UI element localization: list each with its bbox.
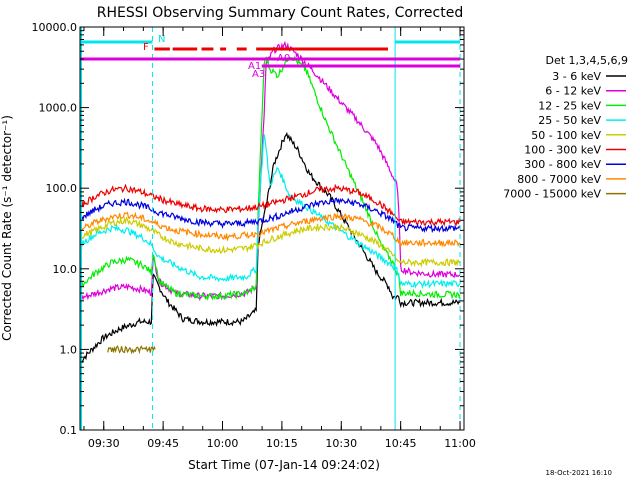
x-tick-label: 09:30 xyxy=(88,437,120,450)
series-line-7 xyxy=(80,211,461,248)
flag-label: A3 xyxy=(252,69,265,80)
series-line-0 xyxy=(80,131,461,364)
series-line-8 xyxy=(107,345,156,355)
x-tick-label: 11:00 xyxy=(444,437,476,450)
legend-label: 3 - 6 keV xyxy=(552,70,601,83)
legend-title: Det 1,3,4,5,6,9 xyxy=(545,54,628,67)
x-axis-label: Start Time (07-Jan-14 09:24:02) xyxy=(188,458,380,472)
legend-label: 7000 - 15000 keV xyxy=(503,188,601,201)
x-tick-label: 10:30 xyxy=(325,437,357,450)
x-tick-label: 09:45 xyxy=(147,437,179,450)
generated-timestamp: 18-Oct-2021 16:10 xyxy=(546,469,612,477)
series-line-3 xyxy=(80,134,461,289)
x-tick-label: 10:00 xyxy=(207,437,239,450)
y-axis-label: Corrected Count Rate (s⁻¹ detector⁻¹) xyxy=(0,115,14,341)
y-tick-label: 0.1 xyxy=(60,424,78,437)
legend-label: 25 - 50 keV xyxy=(538,114,601,127)
flag-label: A1 xyxy=(248,61,261,72)
flag-label: A0 xyxy=(277,53,290,64)
y-tick-label: 1.0 xyxy=(60,343,78,356)
x-tick-label: 10:15 xyxy=(266,437,298,450)
legend-label: 12 - 25 keV xyxy=(538,99,601,112)
series-line-5 xyxy=(80,183,461,227)
series-line-6 xyxy=(80,197,461,234)
legend-label: 800 - 7000 keV xyxy=(517,173,601,186)
y-tick-label: 1000.0 xyxy=(39,102,78,115)
y-tick-label: 100.0 xyxy=(46,182,78,195)
axes: 10000.0 1000.0 100.0 10.0 1.0 0.1 09:30 09:45 10… xyxy=(32,21,476,450)
series-line-2 xyxy=(80,55,461,302)
y-tick-label: 10.0 xyxy=(53,263,78,276)
data-lines xyxy=(80,40,461,364)
flag-label: N xyxy=(158,34,165,45)
x-tick-label: 10:45 xyxy=(385,437,417,450)
legend-label: 6 - 12 keV xyxy=(545,85,601,98)
series-line-4 xyxy=(80,216,461,268)
legend-label: 300 - 800 keV xyxy=(524,158,601,171)
legend-label: 50 - 100 keV xyxy=(531,129,601,142)
plot-frame xyxy=(79,26,465,431)
chart-title: RHESSI Observing Summary Count Rates, Co… xyxy=(97,5,463,21)
y-tick-label: 10000.0 xyxy=(32,21,78,34)
legend-label: 100 - 300 keV xyxy=(524,144,601,157)
flag-label: F xyxy=(143,42,149,53)
